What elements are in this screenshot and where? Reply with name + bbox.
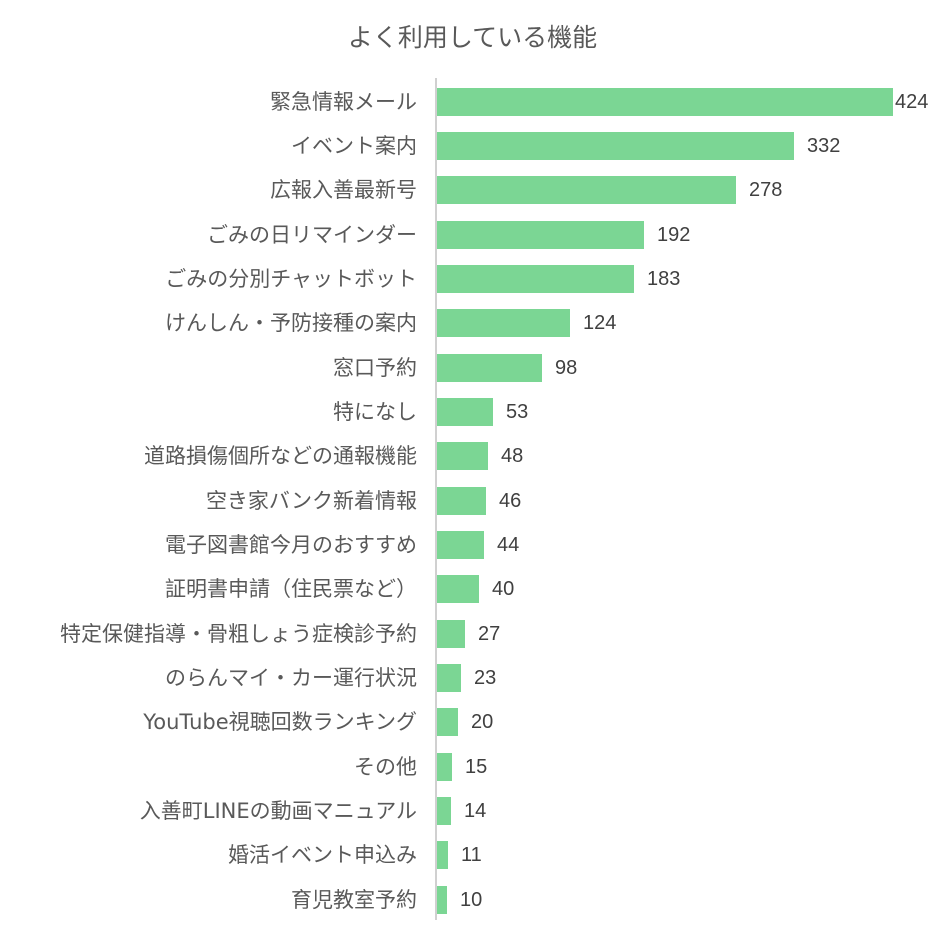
bar — [437, 88, 893, 116]
category-label: 電子図書館今月のおすすめ — [165, 533, 417, 557]
bar — [437, 354, 542, 382]
bar — [437, 309, 570, 337]
chart-title: よく利用している機能 — [347, 23, 598, 52]
value-label: 20 — [471, 711, 494, 733]
category-label: けんしん・予防接種の案内 — [165, 311, 417, 335]
bar-row: 窓口予約 98 — [0, 354, 945, 382]
category-label: YouTube視聴回数ランキング — [143, 710, 417, 734]
category-label: 道路損傷個所などの通報機能 — [144, 444, 417, 468]
value-label: 46 — [499, 490, 522, 512]
bar-row: 特になし 53 — [0, 398, 945, 426]
bar-row: けんしん・予防接種の案内 124 — [0, 309, 945, 337]
category-label: 育児教室予約 — [291, 888, 417, 912]
bar — [437, 265, 634, 293]
category-label: 証明書申請（住民票など） — [165, 577, 417, 601]
bar-row: 特定保健指導・骨粗しょう症検診予約 27 — [0, 620, 945, 648]
category-label: 広報入善最新号 — [270, 178, 417, 202]
bar — [437, 531, 484, 559]
value-label: 10 — [460, 889, 483, 911]
bar-row: 空き家バンク新着情報 46 — [0, 487, 945, 515]
bar-row: ごみの分別チャットボット 183 — [0, 265, 945, 293]
bar — [437, 797, 451, 825]
value-label: 48 — [501, 445, 524, 467]
category-label: 空き家バンク新着情報 — [205, 489, 417, 513]
bar — [437, 708, 458, 736]
value-label: 11 — [461, 844, 482, 866]
bar — [437, 487, 486, 515]
bar-row: 証明書申請（住民票など） 40 — [0, 575, 945, 603]
bar-row: 道路損傷個所などの通報機能 48 — [0, 442, 945, 470]
bar — [437, 132, 794, 160]
value-label: 278 — [749, 179, 783, 201]
bar — [437, 886, 447, 914]
value-label: 44 — [497, 534, 520, 556]
bar — [437, 753, 452, 781]
bar-row: 育児教室予約 10 — [0, 886, 945, 914]
value-label: 23 — [474, 667, 497, 689]
bar — [437, 398, 493, 426]
category-label: のらんマイ・カー運行状況 — [165, 666, 417, 690]
bar-row: YouTube視聴回数ランキング 20 — [0, 708, 945, 736]
value-label: 192 — [657, 224, 691, 246]
category-label: その他 — [354, 755, 417, 779]
bar — [437, 221, 644, 249]
bar — [437, 575, 479, 603]
bar-row: 広報入善最新号 278 — [0, 176, 945, 204]
category-axis-line — [435, 78, 437, 920]
category-label: 特定保健指導・骨粗しょう症検診予約 — [60, 622, 417, 646]
value-label: 183 — [647, 268, 681, 290]
bar-row: 電子図書館今月のおすすめ 44 — [0, 531, 945, 559]
bar — [437, 442, 488, 470]
bar-row: 入善町LINEの動画マニュアル 14 — [0, 797, 945, 825]
value-label: 424 — [895, 91, 929, 113]
value-label: 40 — [492, 578, 515, 600]
category-label: 窓口予約 — [333, 356, 417, 380]
bar — [437, 176, 736, 204]
bar-row: 緊急情報メール 424 — [0, 88, 945, 116]
bar-row: イベント案内 332 — [0, 132, 945, 160]
bar — [437, 620, 465, 648]
value-label: 332 — [807, 135, 841, 157]
category-label: イベント案内 — [291, 134, 417, 158]
value-label: 53 — [506, 401, 529, 423]
bar-row: その他 15 — [0, 753, 945, 781]
bar-row: ごみの日リマインダー 192 — [0, 221, 945, 249]
bar — [437, 664, 461, 692]
category-label: 婚活イベント申込み — [228, 843, 417, 867]
bar-row: のらんマイ・カー運行状況 23 — [0, 664, 945, 692]
category-label: 入善町LINEの動画マニュアル — [139, 799, 417, 823]
value-label: 98 — [555, 357, 578, 379]
value-label: 124 — [583, 312, 617, 334]
value-label: 27 — [478, 623, 501, 645]
category-label: 特になし — [333, 400, 417, 424]
category-label: 緊急情報メール — [270, 90, 417, 114]
value-label: 15 — [465, 756, 488, 778]
value-label: 14 — [464, 800, 487, 822]
category-label: ごみの日リマインダー — [207, 223, 417, 247]
category-label: ごみの分別チャットボット — [165, 267, 417, 291]
bar — [437, 841, 448, 869]
bar-row: 婚活イベント申込み 11 — [0, 841, 945, 869]
